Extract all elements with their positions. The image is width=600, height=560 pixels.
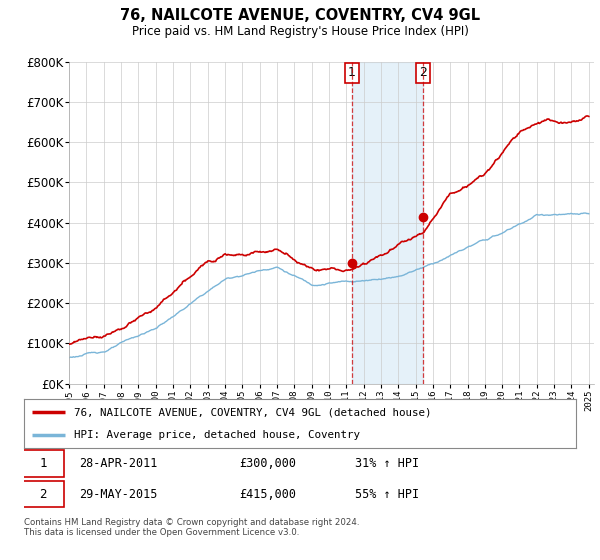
Text: Price paid vs. HM Land Registry's House Price Index (HPI): Price paid vs. HM Land Registry's House … [131, 25, 469, 38]
Text: 29-MAY-2015: 29-MAY-2015 [79, 488, 158, 501]
Text: HPI: Average price, detached house, Coventry: HPI: Average price, detached house, Cove… [74, 430, 359, 440]
Text: 2: 2 [419, 67, 427, 80]
Text: 1: 1 [39, 457, 47, 470]
Text: 76, NAILCOTE AVENUE, COVENTRY, CV4 9GL (detached house): 76, NAILCOTE AVENUE, COVENTRY, CV4 9GL (… [74, 407, 431, 417]
Text: 28-APR-2011: 28-APR-2011 [79, 457, 158, 470]
Text: £415,000: £415,000 [239, 488, 296, 501]
Text: £300,000: £300,000 [239, 457, 296, 470]
Text: 76, NAILCOTE AVENUE, COVENTRY, CV4 9GL: 76, NAILCOTE AVENUE, COVENTRY, CV4 9GL [120, 8, 480, 24]
Text: 1: 1 [348, 67, 356, 80]
Text: 31% ↑ HPI: 31% ↑ HPI [355, 457, 419, 470]
Text: Contains HM Land Registry data © Crown copyright and database right 2024.
This d: Contains HM Land Registry data © Crown c… [24, 518, 359, 538]
FancyBboxPatch shape [21, 481, 64, 507]
Bar [352, 62, 422, 384]
FancyBboxPatch shape [21, 450, 64, 477]
Text: 55% ↑ HPI: 55% ↑ HPI [355, 488, 419, 501]
Text: 2: 2 [39, 488, 47, 501]
